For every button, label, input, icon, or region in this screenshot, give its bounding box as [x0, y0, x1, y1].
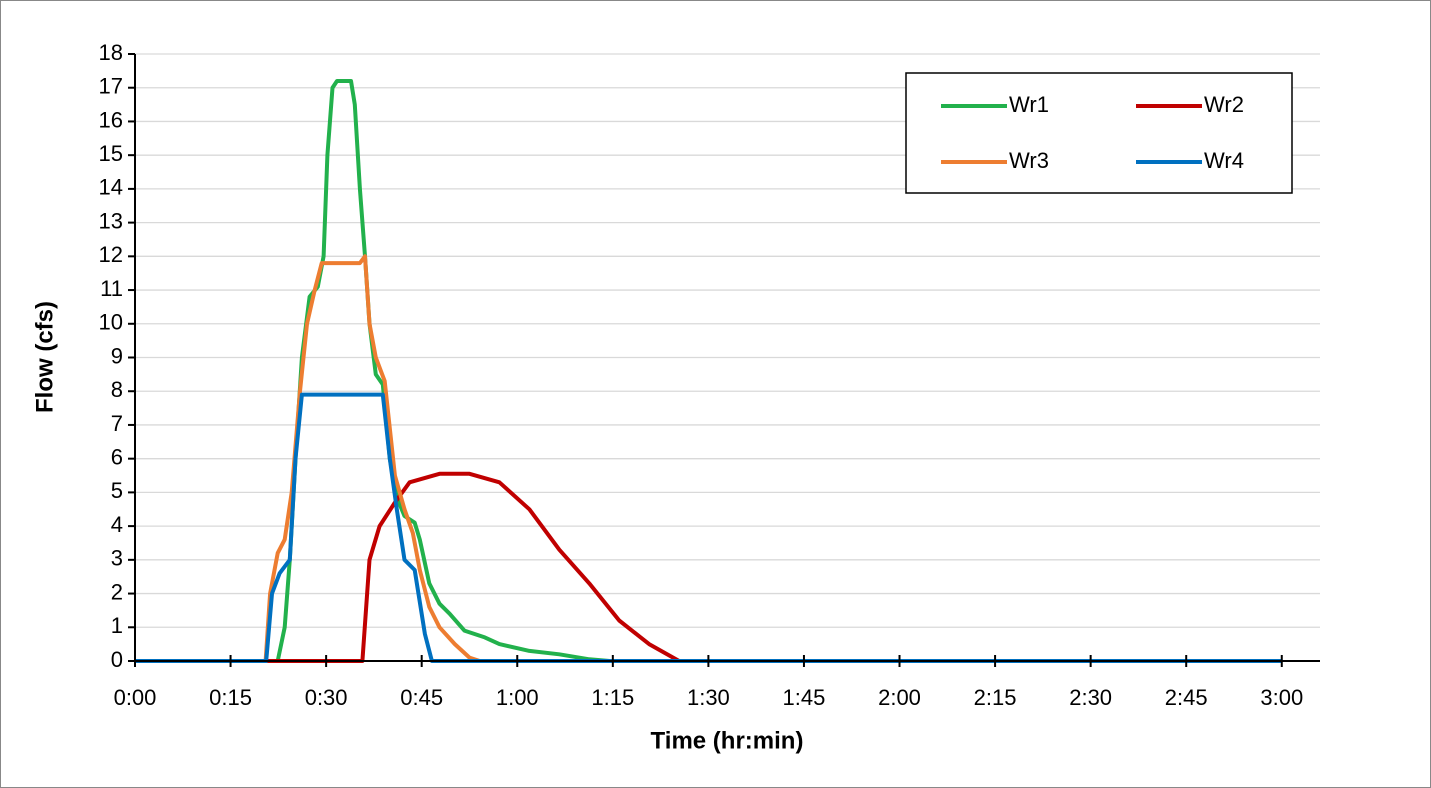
x-tick-label: 0:30 [305, 685, 348, 710]
x-tick-label: 1:30 [687, 685, 730, 710]
legend-label: Wr4 [1204, 148, 1244, 173]
x-tick-label: 1:15 [591, 685, 634, 710]
legend: Wr1 Wr2 Wr3 Wr4 [905, 72, 1293, 194]
x-tick-label: 2:15 [974, 685, 1017, 710]
y-tick-label: 13 [99, 208, 123, 233]
series-line [135, 254, 1282, 663]
y-tick-label: 0 [111, 647, 123, 672]
x-tick-label: 2:00 [878, 685, 921, 710]
x-tick-label: 3:00 [1260, 685, 1303, 710]
y-tick-label: 14 [99, 175, 123, 200]
x-tick-label: 2:45 [1165, 685, 1208, 710]
series-line [135, 392, 1282, 663]
y-tick-label: 17 [99, 74, 123, 99]
y-tick-label: 11 [100, 276, 123, 301]
series-line [135, 471, 1282, 663]
y-tick-label: 8 [111, 377, 123, 402]
x-tick-label: 2:30 [1069, 685, 1112, 710]
y-tick-label: 6 [111, 444, 123, 469]
y-tick-label: 12 [99, 242, 123, 267]
y-tick-label: 1 [111, 613, 123, 638]
x-tick-label: 0:45 [400, 685, 443, 710]
y-tick-label: 9 [111, 343, 123, 368]
y-tick-label: 18 [99, 40, 123, 65]
y-tick-label: 4 [111, 512, 123, 537]
x-tick-label: 0:00 [114, 685, 157, 710]
x-tick-label: 1:00 [496, 685, 539, 710]
y-tick-label: 10 [99, 310, 123, 335]
legend-label: Wr2 [1204, 92, 1244, 117]
y-tick-label: 15 [99, 141, 123, 166]
y-tick-label: 7 [111, 411, 123, 436]
x-tick-label: 1:45 [783, 685, 826, 710]
y-tick-label: 5 [111, 478, 123, 503]
y-tick-label: 2 [111, 579, 123, 604]
y-tick-label: 16 [99, 107, 123, 132]
y-axis-title: Flow (cfs) [31, 301, 58, 413]
lines [135, 79, 1282, 663]
legend-label: Wr1 [1009, 92, 1049, 117]
legend-label: Wr3 [1009, 148, 1049, 173]
legend-box [905, 72, 1293, 194]
x-tick-label: 0:15 [209, 685, 252, 710]
x-axis-title: Time (hr:min) [651, 727, 804, 754]
y-tick-label: 3 [111, 546, 123, 571]
